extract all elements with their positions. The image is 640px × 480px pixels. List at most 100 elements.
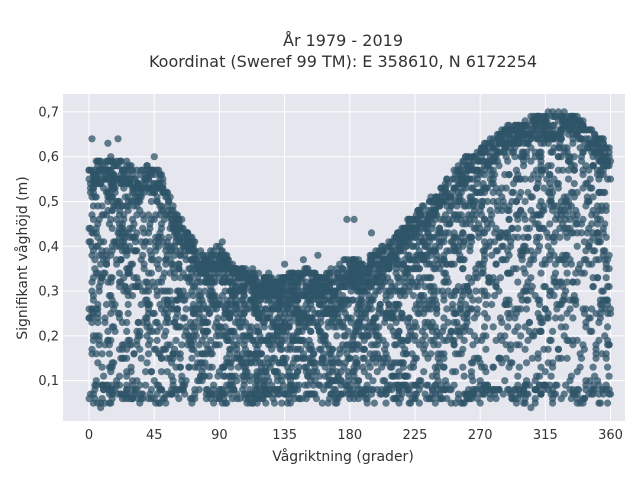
data-point — [593, 166, 602, 174]
data-point — [353, 278, 361, 286]
data-point — [580, 309, 589, 318]
data-point — [353, 309, 361, 318]
data-point — [411, 336, 419, 344]
data-point — [324, 399, 332, 407]
data-point — [582, 126, 590, 134]
data-point — [108, 206, 116, 215]
data-point — [92, 381, 100, 389]
data-point — [278, 399, 286, 407]
data-point — [538, 318, 547, 327]
data-point — [207, 251, 215, 259]
data-point — [451, 309, 460, 318]
data-point — [589, 162, 597, 170]
data-point — [505, 386, 513, 394]
data-point — [205, 309, 213, 318]
data-point — [126, 233, 134, 241]
data-point — [275, 390, 283, 398]
data-point — [495, 386, 503, 394]
data-point — [572, 296, 580, 304]
data-point — [217, 260, 225, 268]
data-point — [327, 318, 335, 327]
data-point — [557, 206, 565, 215]
data-point — [283, 386, 292, 394]
data-point — [470, 224, 478, 232]
data-point — [208, 363, 216, 371]
data-point — [514, 278, 522, 286]
data-point — [341, 309, 349, 318]
data-point — [302, 323, 310, 331]
data-point — [502, 300, 510, 309]
data-point — [107, 215, 115, 223]
data-point — [359, 363, 367, 371]
data-point — [549, 135, 557, 143]
data-point — [137, 395, 145, 403]
data-point — [423, 274, 431, 282]
data-point — [434, 341, 442, 349]
data-point — [257, 336, 265, 344]
data-point — [496, 354, 504, 362]
data-point — [556, 215, 564, 223]
data-point — [155, 278, 163, 286]
data-point — [457, 296, 465, 304]
data-point — [281, 318, 289, 327]
data-point — [501, 377, 509, 385]
data-point — [192, 305, 200, 313]
data-point — [547, 202, 555, 210]
data-point — [499, 242, 507, 250]
data-point — [98, 274, 106, 282]
data-point — [576, 126, 584, 134]
chart-title-line2: Koordinat (Sweref 99 TM): E 358610, N 61… — [149, 52, 537, 71]
data-point — [104, 278, 112, 286]
data-point — [521, 269, 529, 277]
data-point — [401, 256, 409, 264]
data-point — [378, 363, 386, 371]
data-point — [566, 377, 574, 385]
data-point — [599, 229, 607, 237]
data-point — [215, 341, 223, 349]
data-point — [589, 206, 597, 215]
data-point — [202, 350, 210, 358]
data-point — [137, 354, 145, 362]
data-point — [444, 318, 452, 327]
data-point — [98, 202, 106, 210]
data-point — [577, 354, 586, 362]
data-point — [320, 354, 328, 362]
data-point — [605, 144, 613, 152]
data-point — [91, 395, 99, 403]
data-point — [446, 332, 454, 340]
data-point — [580, 395, 589, 403]
data-point — [252, 350, 260, 358]
data-point — [265, 296, 273, 304]
data-point — [444, 229, 452, 237]
data-point — [569, 211, 577, 219]
data-point — [252, 386, 260, 394]
data-point — [333, 354, 341, 362]
data-point — [291, 278, 299, 286]
data-point — [482, 148, 490, 156]
data-point — [379, 336, 387, 344]
data-point — [586, 327, 594, 335]
data-point — [253, 292, 261, 300]
data-point — [130, 274, 138, 282]
data-point — [142, 381, 150, 389]
data-point — [534, 175, 542, 183]
data-point — [593, 238, 602, 246]
data-point — [509, 188, 518, 197]
data-point — [233, 395, 241, 403]
data-point — [114, 135, 122, 143]
data-point — [577, 269, 586, 277]
data-point — [259, 309, 267, 318]
data-point — [491, 292, 499, 300]
data-point — [220, 363, 228, 371]
data-point — [92, 175, 100, 183]
data-point — [407, 215, 415, 223]
data-point — [149, 188, 157, 197]
data-point — [489, 135, 497, 143]
data-point — [265, 390, 273, 398]
data-point — [570, 180, 578, 188]
data-point — [492, 336, 500, 344]
data-point — [185, 363, 193, 371]
data-point — [157, 386, 166, 394]
data-point — [136, 381, 144, 389]
data-point — [593, 144, 602, 152]
